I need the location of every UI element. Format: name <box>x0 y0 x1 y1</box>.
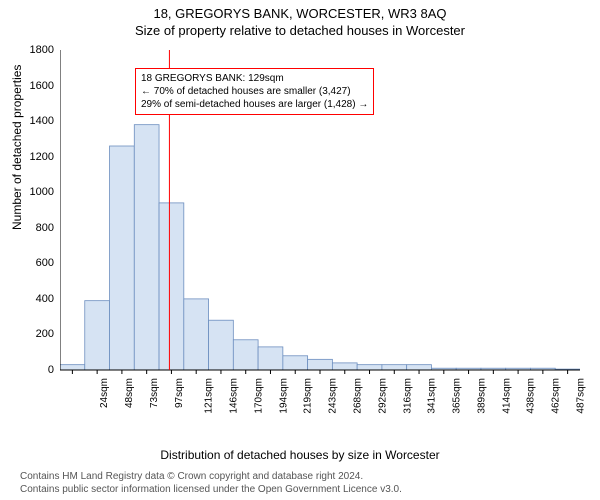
x-tick-label: 243sqm <box>328 378 339 414</box>
histogram-bar <box>184 299 209 370</box>
histogram-bar <box>332 363 357 370</box>
y-axis-label: Number of detached properties <box>10 65 24 230</box>
x-tick-label: 389sqm <box>476 378 487 414</box>
histogram-bar <box>159 203 184 370</box>
x-tick-label: 97sqm <box>174 378 185 408</box>
x-tick-label: 24sqm <box>99 378 110 408</box>
annotation-line1: 18 GREGORYS BANK: 129sqm <box>141 72 368 85</box>
y-tick-label: 1400 <box>30 115 54 127</box>
y-tick-label: 400 <box>36 293 54 305</box>
x-tick-label: 73sqm <box>149 378 160 408</box>
x-tick-label: 365sqm <box>452 378 463 414</box>
histogram-bar <box>110 146 135 370</box>
footer-line2: Contains public sector information licen… <box>20 483 402 496</box>
histogram-bar <box>382 365 407 370</box>
x-tick-label: 487sqm <box>575 378 586 414</box>
y-tick-label: 1200 <box>30 151 54 163</box>
x-tick-label: 146sqm <box>229 378 240 414</box>
x-tick-label: 170sqm <box>254 378 265 414</box>
chart-area: 020040060080010001200140016001800 24sqm4… <box>60 50 580 410</box>
histogram-bar <box>283 356 308 370</box>
chart-title-main: 18, GREGORYS BANK, WORCESTER, WR3 8AQ <box>0 0 600 21</box>
x-tick-label: 341sqm <box>427 378 438 414</box>
histogram-bar <box>60 365 85 370</box>
x-axis-label: Distribution of detached houses by size … <box>0 448 600 462</box>
x-tick-label: 462sqm <box>551 378 562 414</box>
histogram-bar <box>357 365 382 370</box>
annotation-line2: ← 70% of detached houses are smaller (3,… <box>141 85 368 98</box>
y-tick-label: 600 <box>36 257 54 269</box>
x-tick-label: 438sqm <box>526 378 537 414</box>
y-tick-label: 200 <box>36 328 54 340</box>
histogram-bar <box>258 347 283 370</box>
histogram-bar <box>209 320 234 370</box>
histogram-bar <box>233 340 258 370</box>
x-tick-label: 414sqm <box>501 378 512 414</box>
chart-title-sub: Size of property relative to detached ho… <box>0 21 600 38</box>
x-tick-label: 121sqm <box>204 378 215 414</box>
histogram-bar <box>308 359 333 370</box>
histogram-bar <box>134 125 159 370</box>
y-tick-label: 1800 <box>30 44 54 56</box>
x-tick-label: 316sqm <box>402 378 413 414</box>
x-tick-label: 292sqm <box>377 378 388 414</box>
marker-annotation-box: 18 GREGORYS BANK: 129sqm ← 70% of detach… <box>135 68 374 115</box>
y-tick-label: 1600 <box>30 80 54 92</box>
footer-line1: Contains HM Land Registry data © Crown c… <box>20 470 402 483</box>
footer-attribution: Contains HM Land Registry data © Crown c… <box>20 470 402 496</box>
y-tick-label: 800 <box>36 222 54 234</box>
y-tick-label: 0 <box>48 364 54 376</box>
x-tick-label: 268sqm <box>353 378 364 414</box>
x-tick-label: 219sqm <box>303 378 314 414</box>
histogram-bar <box>407 365 432 370</box>
chart-container: 18, GREGORYS BANK, WORCESTER, WR3 8AQ Si… <box>0 0 600 500</box>
histogram-bar <box>85 301 110 370</box>
x-tick-label: 48sqm <box>124 378 135 408</box>
y-tick-label: 1000 <box>30 186 54 198</box>
x-tick-label: 194sqm <box>278 378 289 414</box>
annotation-line3: 29% of semi-detached houses are larger (… <box>141 98 368 111</box>
